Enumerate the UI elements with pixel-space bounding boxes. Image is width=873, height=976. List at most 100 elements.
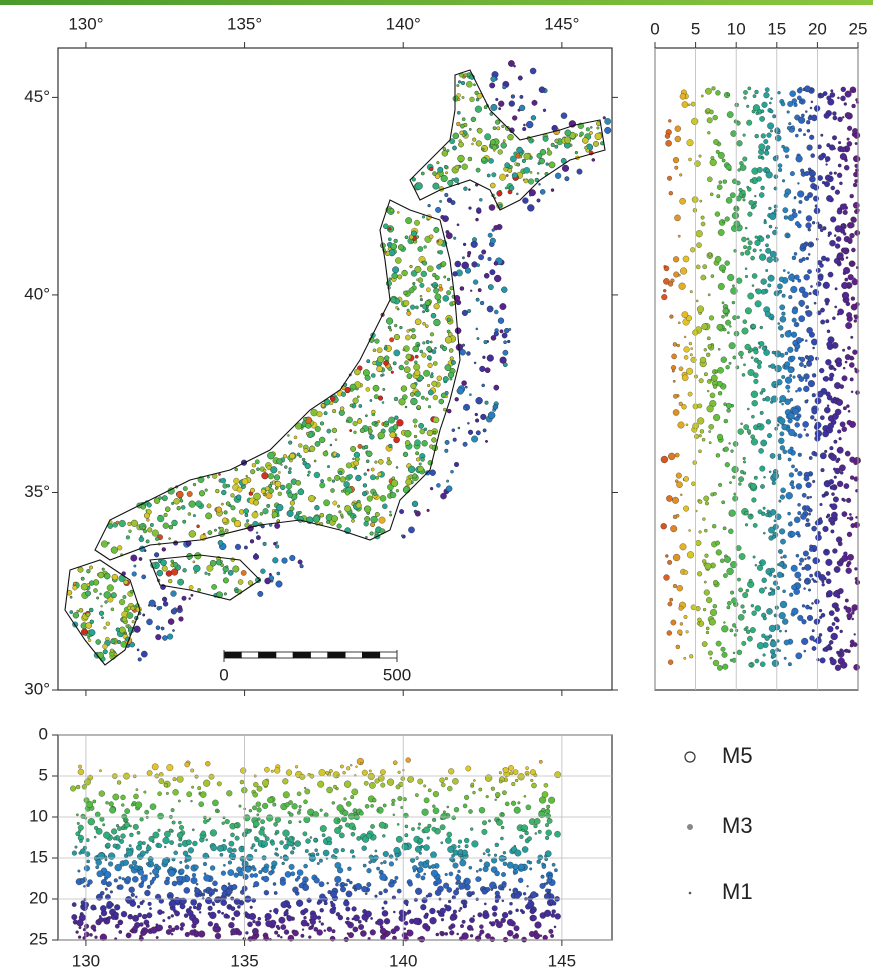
hypocenter	[530, 769, 536, 775]
hypocenter	[158, 829, 161, 832]
hypocenter	[751, 435, 755, 439]
hypocenter	[107, 585, 114, 592]
hypocenter	[516, 909, 519, 912]
hypocenter	[401, 535, 403, 537]
hypocenter	[332, 428, 337, 433]
hypocenter	[789, 330, 791, 332]
hypocenter	[290, 453, 296, 459]
hypocenter	[389, 444, 393, 448]
hypocenter	[494, 854, 497, 857]
hypocenter	[771, 591, 776, 596]
hypocenter	[808, 228, 811, 231]
hypocenter	[350, 389, 353, 392]
hypocenter	[149, 600, 156, 607]
hypocenter	[390, 492, 396, 498]
hypocenter	[70, 596, 72, 598]
hypocenter	[275, 487, 278, 490]
hypocenter	[485, 440, 487, 442]
hypocenter	[172, 881, 177, 886]
hypocenter	[278, 471, 280, 473]
hypocenter	[718, 152, 725, 159]
hypocenter	[479, 807, 485, 813]
hypocenter	[78, 567, 83, 572]
hypocenter	[293, 930, 299, 936]
hypocenter	[244, 546, 248, 550]
hypocenter	[688, 104, 690, 106]
hypocenter	[717, 381, 722, 386]
hypocenter	[255, 921, 261, 927]
hypocenter	[798, 453, 802, 457]
hypocenter	[804, 476, 809, 481]
hypocenter	[855, 142, 858, 145]
hypocenter	[89, 608, 93, 612]
hypocenter	[815, 422, 821, 428]
hypocenter	[379, 891, 383, 895]
hypocenter	[549, 929, 554, 934]
hypocenter	[727, 93, 730, 96]
hypocenter	[156, 924, 158, 926]
hypocenter	[207, 504, 211, 508]
hypocenter	[512, 173, 517, 178]
hypocenter	[508, 134, 514, 140]
hypocenter	[356, 475, 362, 481]
hypocenter	[814, 302, 816, 304]
hypocenter	[778, 454, 781, 457]
hypocenter	[725, 261, 730, 266]
hypocenter	[448, 768, 454, 774]
hypocenter	[466, 766, 471, 771]
hypocenter	[701, 275, 706, 280]
hypocenter	[753, 204, 757, 208]
hypocenter	[540, 149, 546, 155]
hypocenter	[844, 165, 849, 170]
hypocenter	[546, 830, 552, 836]
hypocenter	[673, 554, 680, 561]
hypocenter	[774, 175, 778, 179]
hypocenter	[315, 441, 320, 446]
hypocenter	[537, 199, 540, 202]
hypocenter	[347, 879, 350, 882]
hypocenter	[737, 578, 740, 581]
hypocenter	[732, 476, 735, 479]
hypocenter	[738, 169, 741, 172]
hypocenter	[125, 808, 130, 813]
hypocenter	[817, 175, 822, 180]
hypocenter	[780, 495, 785, 500]
hypocenter	[125, 896, 132, 903]
hypocenter	[512, 116, 517, 121]
hypocenter	[760, 466, 766, 472]
hypocenter	[394, 239, 398, 243]
hypocenter	[490, 183, 495, 188]
hypocenter	[138, 841, 143, 846]
hypocenter	[297, 876, 300, 879]
hypocenter	[808, 380, 815, 387]
hypocenter	[783, 555, 787, 559]
hypocenter	[813, 557, 820, 564]
hypocenter	[220, 853, 223, 856]
hypocenter	[406, 479, 412, 485]
hypocenter	[283, 844, 288, 849]
hypocenter	[781, 102, 785, 106]
hypocenter	[150, 873, 152, 875]
hypocenter	[730, 629, 733, 632]
hypocenter	[727, 332, 729, 334]
hypocenter	[718, 483, 722, 487]
hypocenter	[280, 485, 285, 490]
hypocenter	[806, 223, 812, 229]
hypocenter	[302, 458, 305, 461]
hypocenter	[684, 615, 688, 619]
hypocenter	[595, 133, 602, 140]
hypocenter	[759, 588, 765, 594]
hypocenter	[700, 429, 704, 433]
hypocenter	[427, 837, 430, 840]
hypocenter	[697, 306, 704, 313]
hypocenter	[792, 209, 796, 213]
hypocenter	[518, 864, 524, 870]
hypocenter	[738, 477, 743, 482]
hypocenter	[102, 644, 107, 649]
hypocenter	[849, 421, 856, 428]
hypocenter	[415, 391, 421, 397]
hypocenter	[141, 651, 147, 657]
hypocenter	[729, 342, 736, 349]
hypocenter	[418, 827, 421, 830]
hypocenter	[675, 166, 679, 170]
